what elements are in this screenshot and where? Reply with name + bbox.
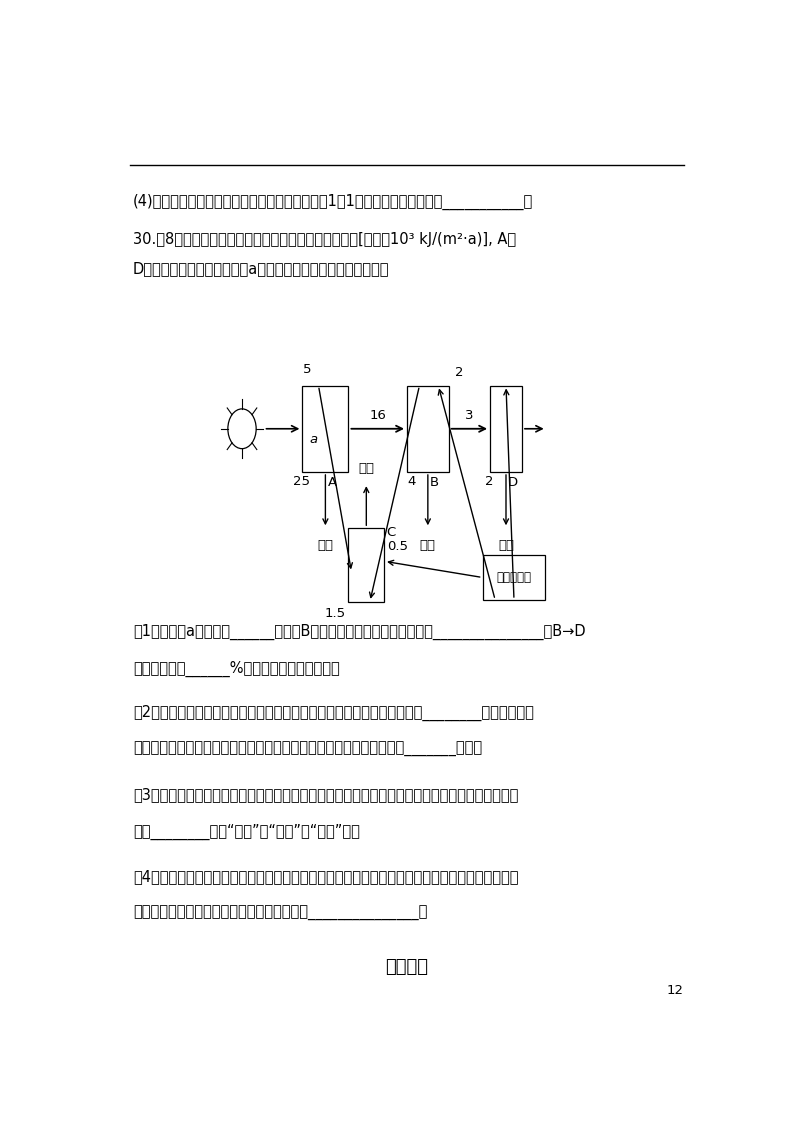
Bar [490, 385, 522, 472]
Text: 的植被还具有调节当地气候、涵养水源的作用，这体现了生物多样性的_______价值。: 的植被还具有调节当地气候、涵养水源的作用，这体现了生物多样性的_______价值… [133, 742, 482, 757]
Text: 2: 2 [485, 475, 494, 489]
Text: 散失: 散失 [318, 539, 333, 553]
Text: 1.5: 1.5 [324, 606, 345, 620]
Text: (4)三次实验所得的子代，雌株与雄株的比例总是1：1，出现该结果的原因是___________。: (4)三次实验所得的子代，雌株与雄株的比例总是1：1，出现该结果的原因是____… [133, 193, 534, 210]
Text: C: C [387, 527, 396, 539]
Text: 的传递效率为______%（保留小数点后一位）。: 的传递效率为______%（保留小数点后一位）。 [133, 660, 340, 677]
Text: （4）研究生态系统能量流动的实践意义：一是可以科学规划、设计人工生态系统，使能量得到最有: （4）研究生态系统能量流动的实践意义：一是可以科学规划、设计人工生态系统，使能量… [133, 869, 518, 884]
Text: 25: 25 [293, 475, 310, 489]
Text: 16: 16 [369, 409, 386, 422]
Text: D为生态系统中的组成成分，a代表相应能量。请回答下列问题：: D为生态系统中的组成成分，a代表相应能量。请回答下列问题： [133, 261, 390, 276]
Text: 2: 2 [455, 366, 464, 380]
Text: 5: 5 [303, 364, 311, 376]
Text: 3: 3 [465, 409, 474, 422]
Bar [303, 385, 349, 472]
Text: 4: 4 [407, 475, 415, 489]
Text: 散失: 散失 [420, 539, 436, 553]
Bar [349, 528, 384, 602]
Bar [483, 555, 545, 600]
Text: D: D [507, 476, 518, 490]
Text: 参考答案: 参考答案 [385, 958, 429, 976]
Text: （2）在该地区山坡的阳面和阴面生长植物的种类有差异，这体现了群落的________结构。此地区: （2）在该地区山坡的阳面和阴面生长植物的种类有差异，这体现了群落的_______… [133, 705, 534, 721]
Text: 散失: 散失 [498, 539, 514, 553]
Text: 0.5: 0.5 [387, 540, 408, 554]
Text: 效的利用；二是合理地调整能量流动关系，使_______________。: 效的利用；二是合理地调整能量流动关系，使_______________。 [133, 906, 427, 921]
Text: 散失: 散失 [358, 462, 374, 475]
Text: 30.（8分）如图表示某生态系统中能量流动的大致过程[单位为10³ kJ/(m²·a)], A～: 30.（8分）如图表示某生态系统中能量流动的大致过程[单位为10³ kJ/(m²… [133, 231, 516, 247]
Bar [407, 385, 449, 472]
Text: 结果________（填“偏大”、“偏小”或“不变”）。: 结果________（填“偏大”、“偏小”或“不变”）。 [133, 824, 360, 840]
Text: A: A [328, 476, 337, 490]
Text: 有机物输入: 有机物输入 [496, 570, 531, 584]
Text: （1）图中的a表示的是______，图中B同化的能量除图示去向外，还有_______________，B→D: （1）图中的a表示的是______，图中B同化的能量除图示去向外，还有_____… [133, 623, 586, 639]
Text: （3）采用标志重捕法调查该地区的某濮危动物时，被标记个体在调查期间迁出了调查区域，会造成: （3）采用标志重捕法调查该地区的某濮危动物时，被标记个体在调查期间迁出了调查区域… [133, 787, 518, 802]
Text: a: a [310, 432, 318, 446]
Text: 12: 12 [667, 984, 684, 997]
Text: B: B [430, 476, 439, 490]
